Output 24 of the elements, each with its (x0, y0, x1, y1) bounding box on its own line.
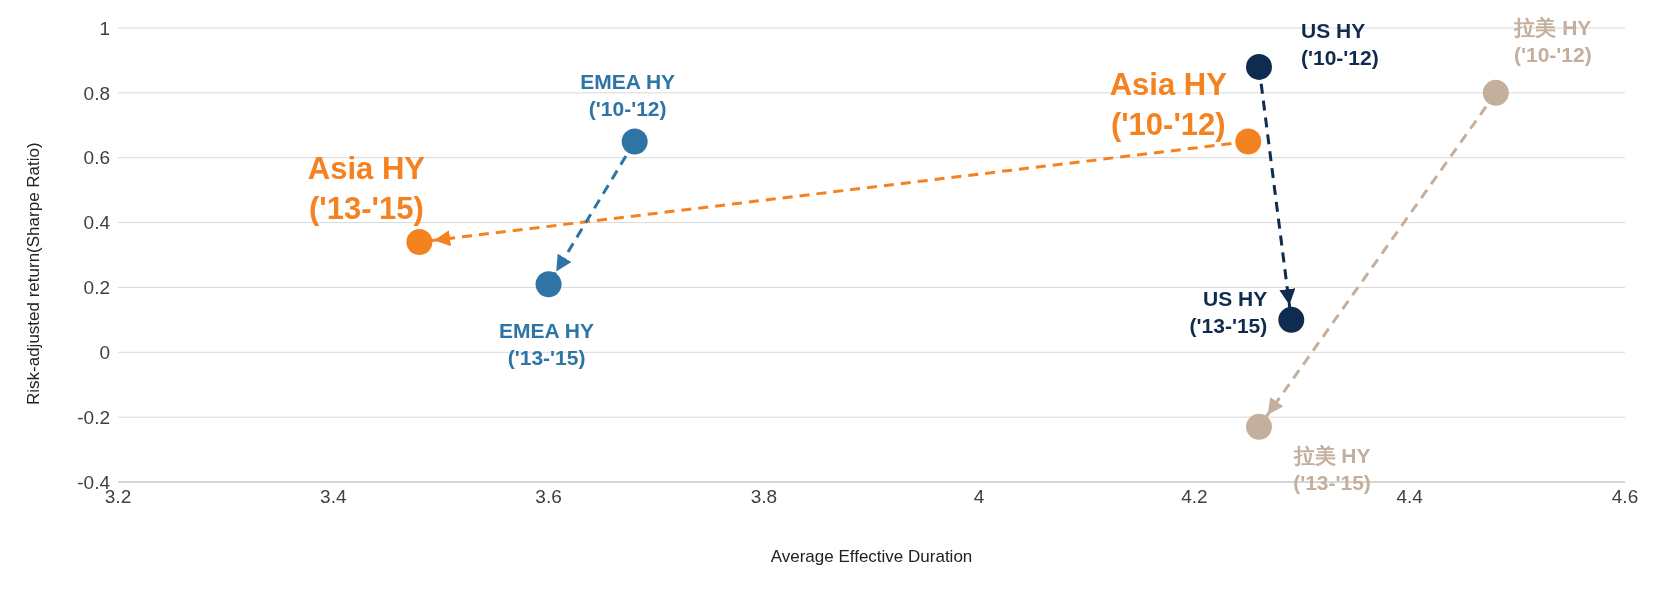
annotation: US HY ('10-'12) (1301, 18, 1379, 69)
y-tick-label: 1 (99, 17, 110, 39)
y-tick-label: 0.2 (83, 277, 110, 299)
x-tick-label: 4.4 (1396, 486, 1424, 508)
annotation: EMEA HY ('13-'15) (499, 318, 595, 369)
annotation: 拉美 HY ('10-'12) (1513, 15, 1592, 66)
x-tick-label: 3.4 (320, 486, 347, 508)
x-tick-label: 3.6 (535, 486, 562, 508)
annotation: 拉美 HY ('13-'15) (1292, 443, 1371, 494)
x-tick-label: 3.8 (750, 486, 778, 508)
annotation: EMEA HY ('10-'12) (580, 69, 676, 120)
x-axis-title: Average Effective Duration (770, 547, 973, 566)
x-tick-label: 4.6 (1611, 486, 1639, 508)
annotation: US HY ('13-'15) (1189, 286, 1268, 337)
y-tick-label: 0.4 (83, 212, 111, 234)
y-tick-label: 0.8 (83, 82, 110, 104)
x-tick-label: 4.2 (1181, 486, 1208, 508)
annotation: Asia HY ('10-'12) (1109, 66, 1228, 142)
annotation: Asia HY ('13-'15) (307, 150, 426, 226)
y-tick-label: 0.6 (83, 147, 110, 169)
y-tick-label: 0 (99, 342, 110, 364)
y-axis-title: Risk-adjusted return(Sharpe Ratio) (24, 142, 44, 405)
y-tick-label: -0.2 (77, 406, 110, 428)
x-tick-label: 4 (973, 486, 985, 508)
